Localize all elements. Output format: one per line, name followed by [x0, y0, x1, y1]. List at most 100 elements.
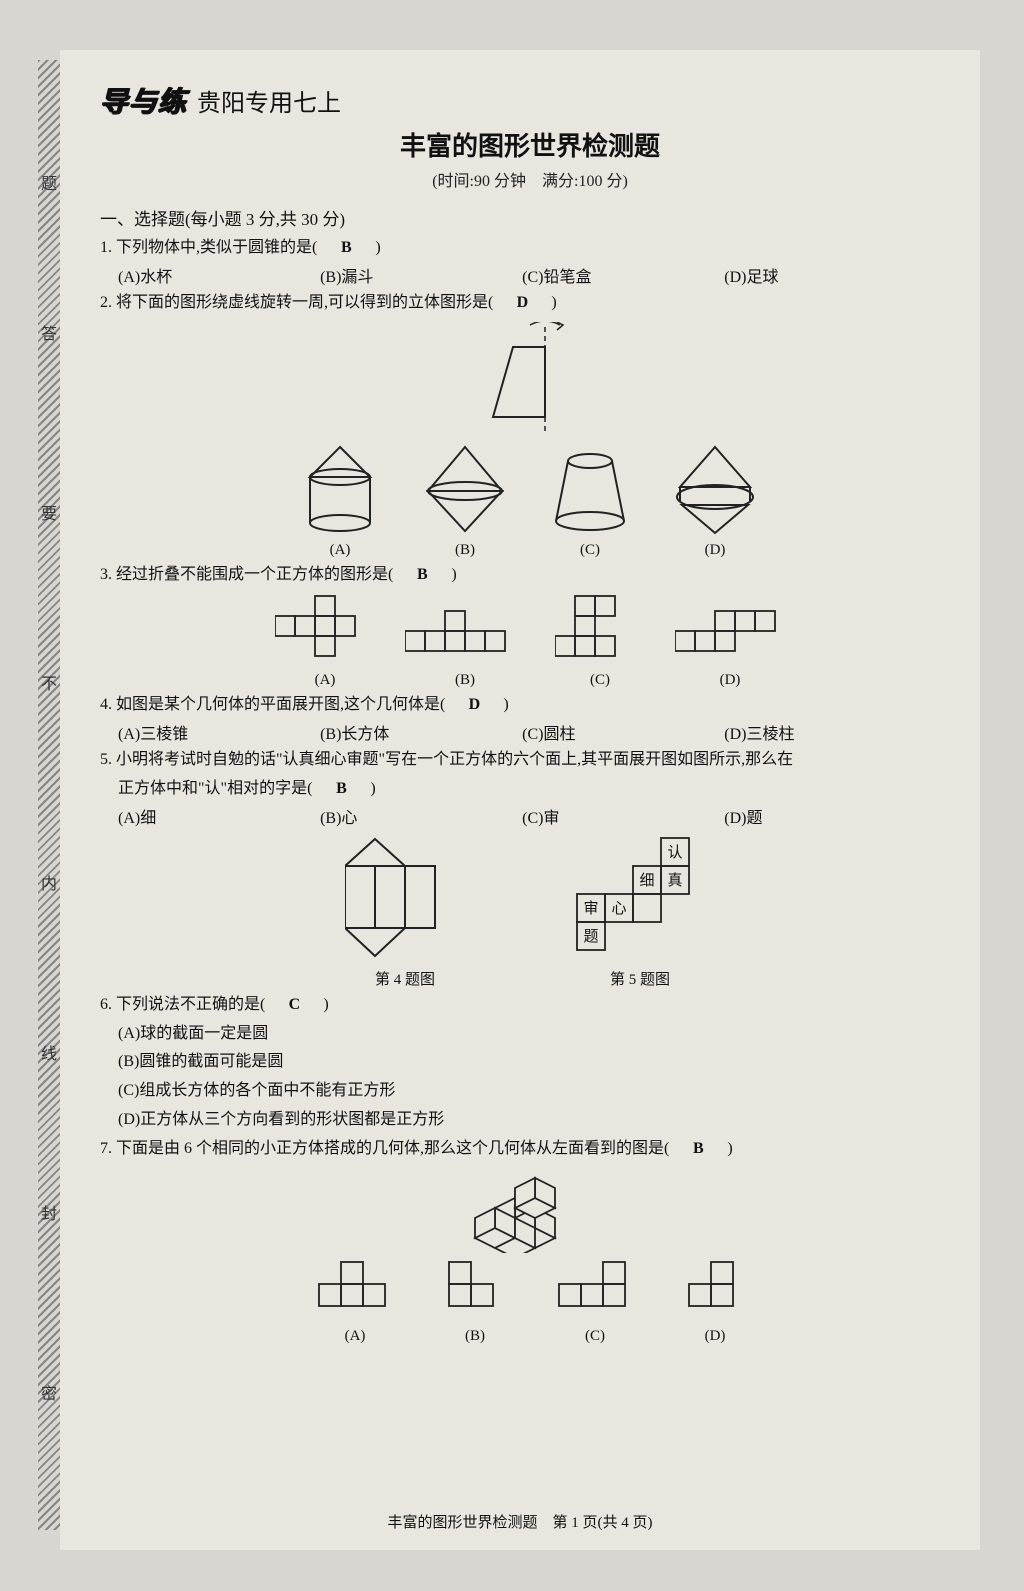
q4-tail: )	[487, 696, 508, 713]
q5-opt-a: (A)细	[118, 804, 320, 828]
q2-fig-b	[420, 443, 510, 538]
q4-q5-figures: 第 4 题图 认 细 真 审 心 题 第 5 题图	[100, 834, 960, 989]
section-heading: 一、选择题(每小题 3 分,共 30 分)	[100, 205, 960, 230]
q5-answer: B	[328, 777, 354, 802]
q5-caption: 第 5 题图	[565, 968, 715, 989]
margin-char: 线	[40, 1040, 58, 1064]
q2-label-d: (D)	[670, 542, 760, 559]
q2-rotation-shape	[475, 322, 585, 437]
q5-cell-ren: 认	[667, 844, 682, 861]
q5-figure: 认 细 真 审 心 题	[565, 834, 715, 964]
q6-opt-b: (B)圆锥的截面可能是圆	[118, 1050, 960, 1075]
margin-char: 题	[40, 170, 58, 194]
q5-opt-d: (D)题	[724, 804, 926, 828]
q3-label-c: (C)	[555, 672, 645, 689]
margin-char: 密	[40, 1380, 58, 1404]
q2-fig-c	[550, 443, 630, 538]
q7-stem-figure	[100, 1168, 960, 1253]
question-5-line2: 正方体中和"认"相对的字是( B )	[118, 777, 960, 802]
q5-tail: )	[354, 780, 375, 797]
q3-fig-a	[275, 593, 375, 668]
q7-fig-c	[555, 1259, 635, 1324]
q3-stem: 3. 经过折叠不能围成一个正方体的图形是(	[100, 566, 409, 583]
q1-tail: )	[359, 239, 380, 256]
q4-opt-c: (C)圆柱	[522, 720, 724, 744]
q1-opt-b: (B)漏斗	[320, 263, 522, 287]
q7-label-a: (A)	[315, 1328, 395, 1345]
q3-fig-c	[555, 593, 645, 668]
q7-option-figures: (A) (B) (C)	[100, 1259, 960, 1345]
q1-stem: 1. 下列物体中,类似于圆锥的是(	[100, 239, 333, 256]
q5-opt-c: (C)审	[522, 804, 724, 828]
margin-char: 封	[40, 1200, 58, 1224]
question-2: 2. 将下面的图形绕虚线旋转一周,可以得到的立体图形是( D )	[100, 291, 960, 316]
page-footer: 丰富的图形世界检测题 第 1 页(共 4 页)	[60, 1511, 980, 1532]
q3-label-b: (B)	[405, 672, 525, 689]
q7-tail: )	[711, 1140, 732, 1157]
q2-label-a: (A)	[300, 542, 380, 559]
q7-label-d: (D)	[685, 1328, 745, 1345]
q6-tail: )	[307, 996, 328, 1013]
q5-stem-b: 正方体中和"认"相对的字是(	[118, 780, 328, 797]
margin-hatch	[38, 60, 60, 1530]
q7-fig-d	[685, 1259, 745, 1324]
q7-answer: B	[685, 1137, 711, 1162]
q3-label-d: (D)	[675, 672, 785, 689]
q6-answer: C	[281, 993, 307, 1018]
q2-fig-d	[670, 443, 760, 538]
q5-cell-zhen: 真	[667, 871, 682, 889]
question-5-line1: 5. 小明将考试时自勉的话"认真细心审题"写在一个正方体的六个面上,其平面展开图…	[100, 748, 960, 773]
brand-row: 导与练 贵阳专用七上	[100, 80, 960, 120]
q3-tail: )	[435, 566, 456, 583]
q3-option-figures: (A) (B) (C)	[100, 593, 960, 689]
q5-cell-ti: 题	[583, 929, 598, 945]
margin-char: 不	[40, 670, 58, 694]
q2-tail: )	[535, 294, 556, 311]
question-3: 3. 经过折叠不能围成一个正方体的图形是( B )	[100, 563, 960, 588]
question-6: 6. 下列说法不正确的是( C )	[100, 993, 960, 1018]
q4-opt-a: (A)三棱锥	[118, 720, 320, 744]
q3-fig-b	[405, 608, 525, 668]
q2-stem-figure	[100, 322, 960, 437]
q3-label-a: (A)	[275, 672, 375, 689]
margin-char: 答	[40, 320, 58, 344]
q7-cube-solid	[465, 1168, 595, 1253]
q7-stem: 7. 下面是由 6 个相同的小正方体搭成的几何体,那么这个几何体从左面看到的图是…	[100, 1140, 685, 1157]
q4-options: (A)三棱锥 (B)长方体 (C)圆柱 (D)三棱柱	[118, 720, 960, 744]
q1-answer: B	[333, 236, 359, 261]
q1-options: (A)水杯 (B)漏斗 (C)铅笔盒 (D)足球	[118, 263, 960, 287]
q4-answer: D	[461, 693, 487, 718]
q7-label-b: (B)	[445, 1328, 505, 1345]
q1-opt-c: (C)铅笔盒	[522, 263, 724, 287]
q2-label-c: (C)	[550, 542, 630, 559]
q2-option-figures: (A) (B) (C)	[100, 443, 960, 559]
q7-fig-a	[315, 1259, 395, 1324]
q4-figure	[345, 834, 465, 964]
q6-opt-d: (D)正方体从三个方向看到的形状图都是正方形	[118, 1108, 960, 1133]
q3-fig-d	[675, 608, 785, 668]
q4-stem: 4. 如图是某个几何体的平面展开图,这个几何体是(	[100, 696, 461, 713]
q1-opt-a: (A)水杯	[118, 263, 320, 287]
margin-char: 内	[40, 870, 58, 894]
q6-stem: 6. 下列说法不正确的是(	[100, 996, 281, 1013]
question-1: 1. 下列物体中,类似于圆锥的是( B )	[100, 236, 960, 261]
q5-options: (A)细 (B)心 (C)审 (D)题	[118, 804, 960, 828]
q4-opt-b: (B)长方体	[320, 720, 522, 744]
page: 导与练 贵阳专用七上 丰富的图形世界检测题 (时间:90 分钟 满分:100 分…	[60, 50, 980, 1550]
q3-answer: B	[409, 563, 435, 588]
brand-edition: 贵阳专用七上	[197, 83, 341, 118]
q7-label-c: (C)	[555, 1328, 635, 1345]
q2-label-b: (B)	[420, 542, 510, 559]
brand-logo: 导与练	[100, 80, 187, 120]
margin-char: 要	[40, 500, 58, 524]
q5-cell-shen: 审	[583, 900, 598, 917]
q5-opt-b: (B)心	[320, 804, 522, 828]
q2-stem: 2. 将下面的图形绕虚线旋转一周,可以得到的立体图形是(	[100, 294, 509, 311]
q4-opt-d: (D)三棱柱	[724, 720, 926, 744]
q2-answer: D	[509, 291, 535, 316]
q1-opt-d: (D)足球	[724, 263, 926, 287]
q2-fig-a	[300, 443, 380, 538]
q6-opt-c: (C)组成长方体的各个面中不能有正方形	[118, 1079, 960, 1104]
q5-cell-xi: 细	[639, 872, 654, 889]
page-subtitle: (时间:90 分钟 满分:100 分)	[100, 167, 960, 191]
